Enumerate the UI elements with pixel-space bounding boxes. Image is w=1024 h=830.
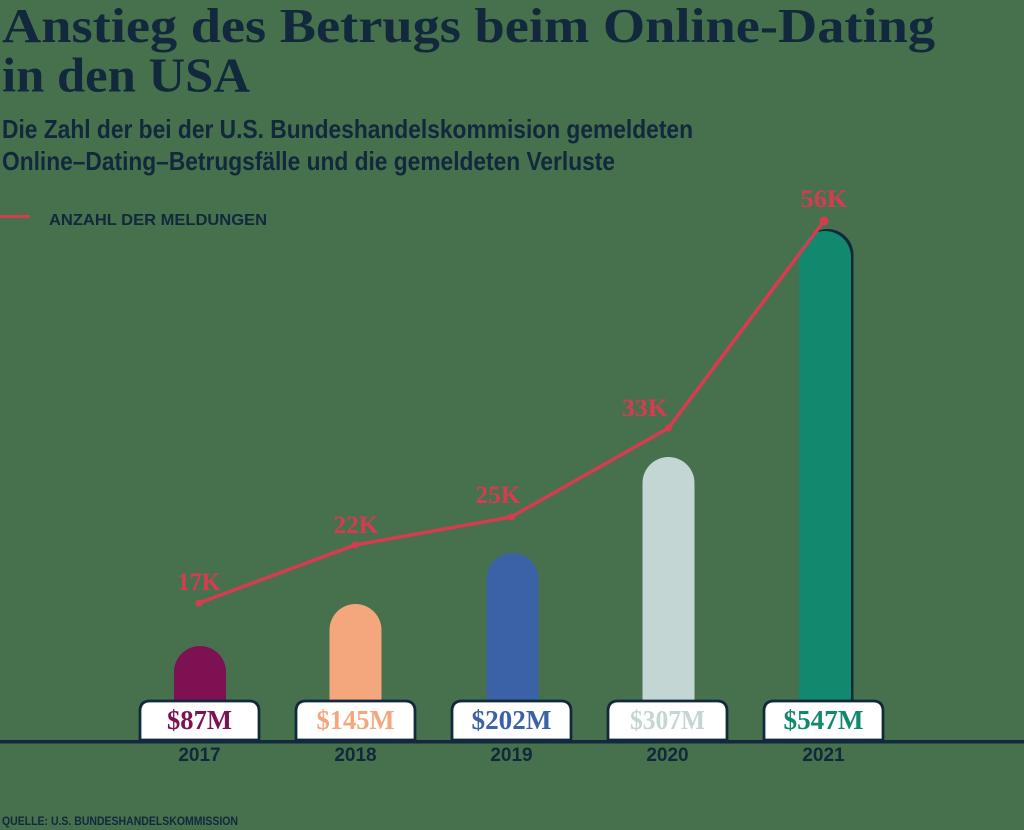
svg-text:in den USA: in den USA (2, 50, 250, 103)
svg-text:ANZAHL DER MELDUNGEN: ANZAHL DER MELDUNGEN (49, 212, 267, 229)
svg-text:2021: 2021 (802, 745, 845, 766)
svg-text:2019: 2019 (490, 745, 532, 766)
svg-text:Die Zahl der bei der U.S. Bund: Die Zahl der bei der U.S. Bundeshandelsk… (2, 114, 693, 144)
svg-text:$307M: $307M (630, 705, 705, 735)
svg-text:$87M: $87M (167, 705, 232, 735)
svg-text:25K: 25K (476, 482, 522, 509)
svg-text:Anstieg des Betrugs beim Onlin: Anstieg des Betrugs beim Online-Dating (2, 0, 935, 53)
svg-text:17K: 17K (178, 569, 222, 596)
svg-text:56K: 56K (801, 186, 849, 213)
svg-text:Online–Dating–Betrugsfälle und: Online–Dating–Betrugsfälle und die gemel… (2, 146, 615, 176)
svg-text:$145M: $145M (317, 705, 395, 735)
svg-text:2020: 2020 (646, 745, 688, 766)
svg-text:33K: 33K (622, 395, 669, 422)
svg-text:QUELLE: U.S. BUNDESHANDELSKOMM: QUELLE: U.S. BUNDESHANDELSKOMMISSION (2, 816, 238, 828)
svg-text:2018: 2018 (334, 745, 376, 766)
svg-text:$547M: $547M (784, 705, 864, 735)
svg-text:2017: 2017 (178, 745, 220, 766)
svg-text:$202M: $202M (472, 705, 552, 735)
svg-text:22K: 22K (334, 512, 380, 539)
